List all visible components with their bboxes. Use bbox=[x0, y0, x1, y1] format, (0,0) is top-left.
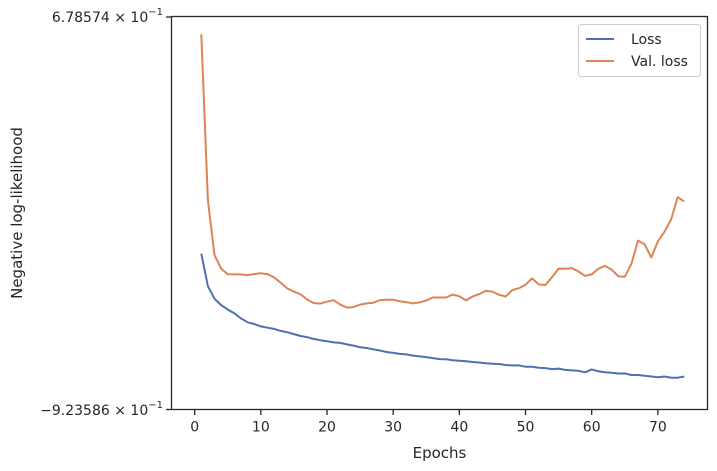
y-axis-label: Negative log-likelihood bbox=[8, 127, 26, 299]
y-tick-top-base: 10 bbox=[130, 10, 148, 26]
x-tick-label: 0 bbox=[190, 420, 199, 436]
x-tick-label: 70 bbox=[649, 420, 667, 436]
series-line-val-loss bbox=[200, 34, 685, 309]
x-tick-label: 20 bbox=[318, 420, 336, 436]
legend: Loss Val. loss bbox=[578, 24, 701, 77]
plot-frame bbox=[170, 15, 709, 411]
y-tick-label-top: 6.78574 × 10−1 bbox=[52, 7, 163, 26]
y-tick-top-exponent: −1 bbox=[148, 7, 163, 18]
x-axis-ticks: 0 10 20 30 40 50 60 70 bbox=[190, 409, 667, 436]
y-tick-bottom-base: 10 bbox=[130, 403, 148, 419]
series-line-loss bbox=[200, 253, 685, 379]
legend-label-val-loss: Val. loss bbox=[631, 54, 688, 70]
series-lines bbox=[200, 34, 685, 379]
y-tick-bottom-mantissa: −9.23586 bbox=[40, 403, 110, 419]
x-tick-label: 50 bbox=[517, 420, 535, 436]
legend-label-loss: Loss bbox=[631, 32, 662, 48]
x-tick-label: 10 bbox=[252, 420, 270, 436]
x-tick-label: 60 bbox=[583, 420, 601, 436]
y-tick-label-bottom: −9.23586 × 10−1 bbox=[40, 400, 163, 419]
x-tick-label: 30 bbox=[384, 420, 402, 436]
y-axis-ticks: 6.78574 × 10−1 −9.23586 × 10−1 bbox=[40, 7, 172, 419]
x-axis-label: Epochs bbox=[413, 444, 467, 462]
legend-box bbox=[578, 24, 701, 77]
y-tick-top-mantissa: 6.78574 bbox=[52, 10, 110, 26]
y-tick-bottom-exponent: −1 bbox=[148, 400, 163, 411]
x-tick-label: 40 bbox=[450, 420, 468, 436]
